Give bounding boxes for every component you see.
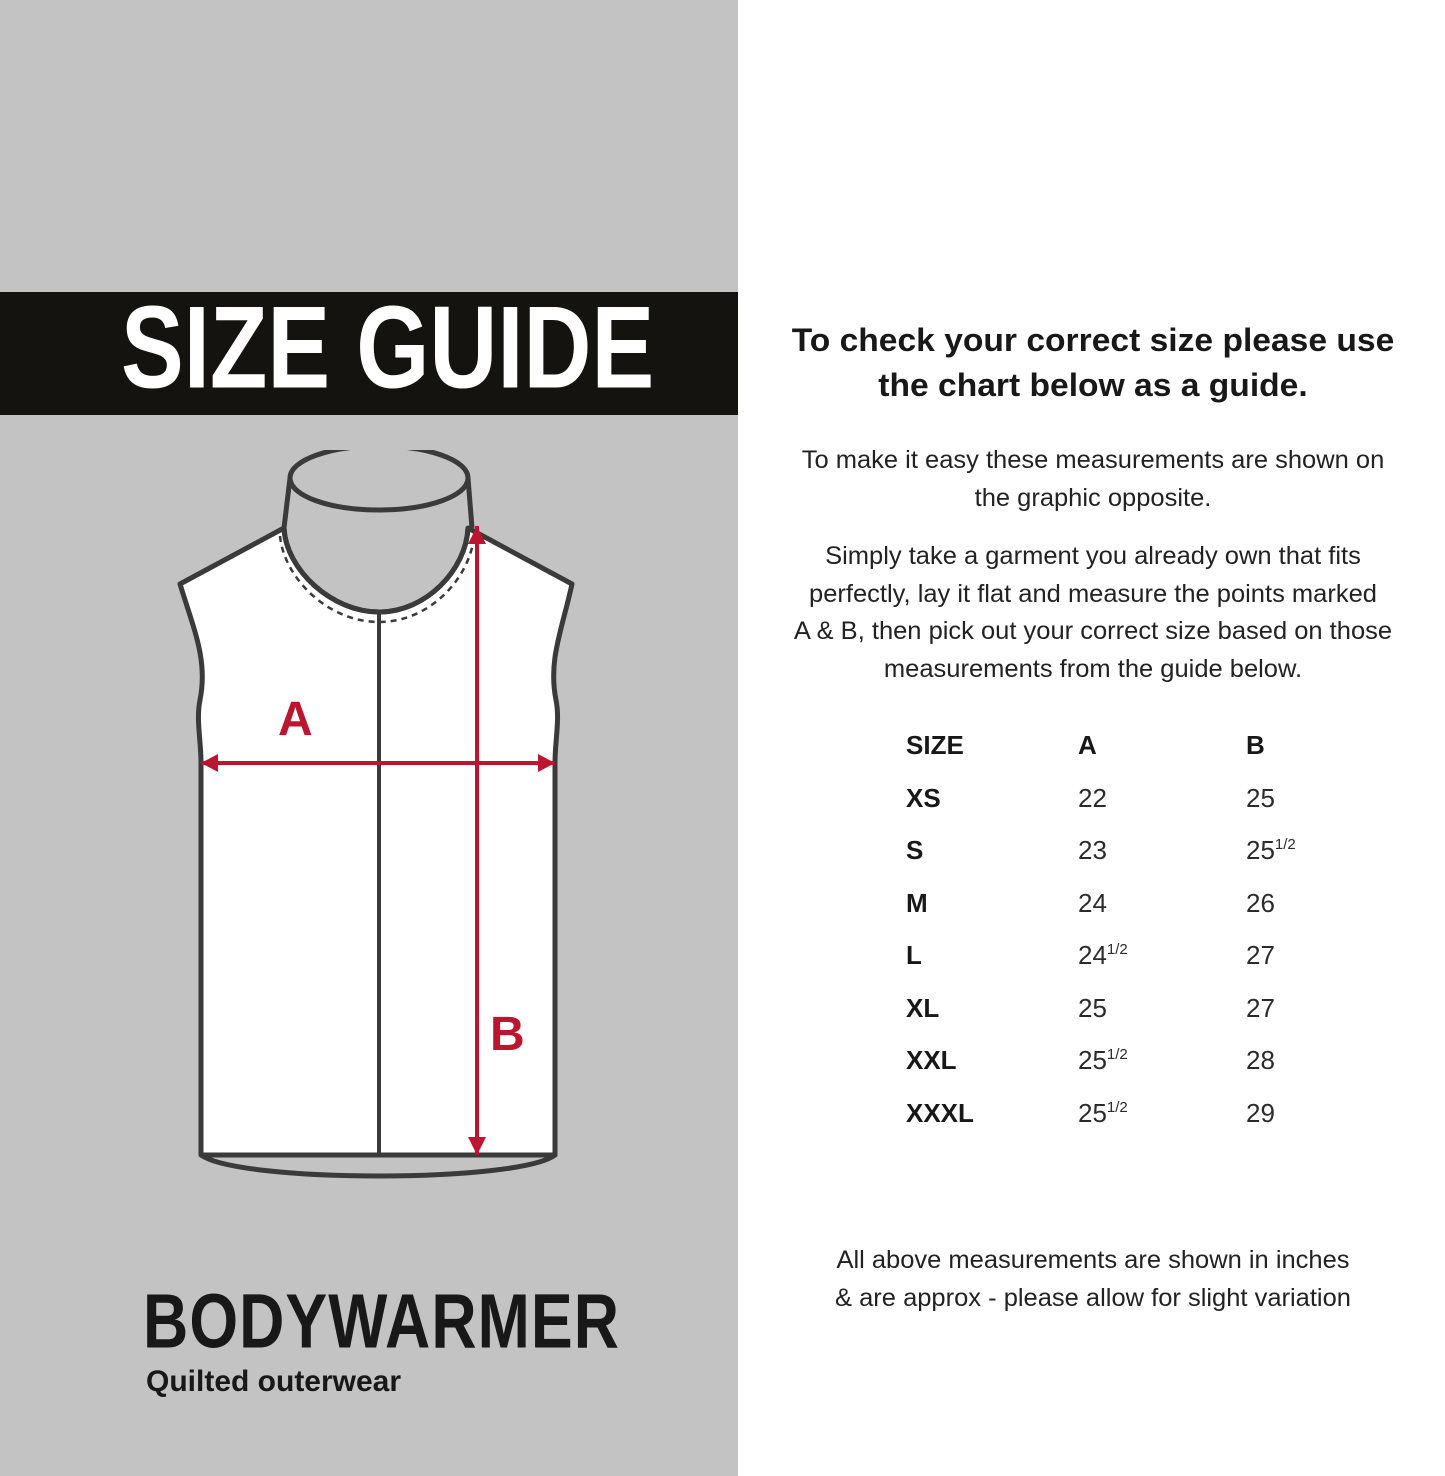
svg-text:A: A [278,693,313,746]
svg-text:B: B [490,1008,525,1061]
